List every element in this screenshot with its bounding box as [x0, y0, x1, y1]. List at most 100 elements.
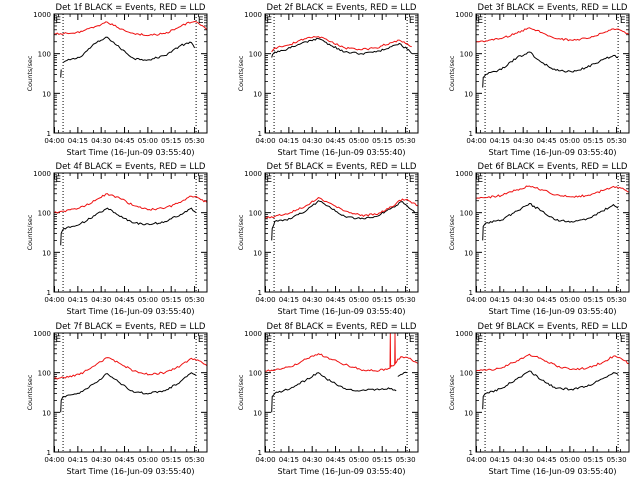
x-tick-label: 04:30: [91, 137, 111, 145]
x-axis-label: Start Time (16-Jun-09 03:55:40): [489, 148, 617, 157]
x-axis-label: Start Time (16-Jun-09 03:55:40): [67, 467, 195, 476]
series-line-red: [264, 197, 419, 219]
x-tick-label: 04:00: [255, 296, 275, 304]
y-tick-label: 1000: [455, 11, 473, 19]
y-axis-label: Counts/sec: [26, 374, 34, 410]
y-tick-label: 10: [253, 90, 262, 98]
flag-label: E: [477, 16, 483, 26]
x-tick-label: 04:15: [279, 456, 299, 464]
series-line-black: [482, 51, 619, 88]
x-tick-label: 04:45: [325, 296, 345, 304]
plot-frame: [475, 172, 630, 293]
series-line-black: [60, 372, 197, 413]
x-tick-label: 04:00: [44, 456, 64, 464]
y-axis-label: Counts/sec: [237, 214, 245, 250]
chart-title: Det 2f BLACK = Events, RED = LLD: [267, 3, 417, 13]
flag-label: E: [620, 16, 626, 26]
series-line-black: [271, 37, 413, 58]
x-tick-label: 05:00: [138, 137, 158, 145]
y-tick-label: 1000: [455, 330, 473, 338]
series-line-red: [264, 332, 419, 372]
y-tick-label: 1: [47, 130, 51, 138]
chart-title: Det 1f BLACK = Events, RED = LLD: [56, 3, 206, 13]
flag-label: E: [55, 16, 61, 26]
y-tick-label: 10: [464, 409, 473, 417]
plot-frame: [53, 172, 208, 293]
chart-panel-8: Det 8f BLACK = Events, RED = LLD Counts/s…: [237, 322, 419, 476]
flag-label: E: [266, 16, 272, 26]
chart-panel-9: Det 9f BLACK = Events, RED = LLD Counts/s…: [448, 322, 630, 476]
plot-frame: [53, 332, 208, 453]
plot-frame: [264, 13, 419, 134]
y-tick-label: 1: [258, 289, 262, 297]
x-tick-label: 04:30: [302, 137, 322, 145]
flag-label: E: [409, 175, 415, 185]
x-tick-label: 04:45: [536, 137, 556, 145]
series-line-red: [271, 35, 412, 53]
x-tick-label: 04:45: [536, 456, 556, 464]
x-axis-label: Start Time (16-Jun-09 03:55:40): [67, 148, 195, 157]
x-tick-label: 04:00: [466, 456, 486, 464]
y-axis-label: Counts/sec: [26, 55, 34, 91]
x-tick-label: 04:45: [114, 456, 134, 464]
plot-frame: [264, 172, 419, 293]
flag-label: E: [55, 175, 61, 185]
x-tick-label: 05:30: [606, 137, 626, 145]
x-tick-label: 04:00: [466, 296, 486, 304]
y-tick-label: 10: [253, 409, 262, 417]
y-tick-label: 100: [249, 370, 262, 378]
x-tick-label: 05:15: [372, 296, 392, 304]
x-tick-label: 04:15: [279, 296, 299, 304]
x-tick-label: 05:15: [161, 137, 181, 145]
x-tick-label: 04:30: [302, 456, 322, 464]
chart-panel-4: Det 4f BLACK = Events, RED = LLD Counts/s…: [26, 162, 208, 316]
y-tick-label: 100: [249, 210, 262, 218]
series-line-black: [60, 36, 196, 78]
flag-label: E: [477, 335, 483, 345]
x-tick-label: 04:00: [255, 137, 275, 145]
flag-label: E: [620, 175, 626, 185]
x-tick-label: 04:15: [490, 456, 510, 464]
plot-frame: [53, 13, 208, 134]
x-axis-label: Start Time (16-Jun-09 03:55:40): [67, 307, 195, 316]
y-axis-label: Counts/sec: [448, 55, 456, 91]
chart-panel-6: Det 6f BLACK = Events, RED = LLD Counts/s…: [448, 162, 630, 316]
x-tick-label: 05:15: [372, 456, 392, 464]
x-tick-label: 04:15: [490, 296, 510, 304]
y-axis-label: Counts/sec: [448, 214, 456, 250]
x-tick-label: 05:15: [583, 296, 603, 304]
series-line-red: [53, 20, 208, 37]
flag-label: E: [198, 335, 204, 345]
chart-title: Det 8f BLACK = Events, RED = LLD: [267, 322, 417, 332]
x-tick-label: 04:15: [68, 137, 88, 145]
x-tick-label: 05:00: [560, 137, 580, 145]
x-tick-label: 04:00: [466, 137, 486, 145]
x-tick-label: 04:45: [325, 456, 345, 464]
x-tick-label: 05:00: [138, 296, 158, 304]
chart-panel-5: Det 5f BLACK = Events, RED = LLD Counts/s…: [237, 162, 419, 316]
series-line-red: [476, 27, 630, 43]
x-tick-label: 05:00: [349, 137, 369, 145]
x-tick-label: 04:30: [302, 296, 322, 304]
x-axis-label: Start Time (16-Jun-09 03:55:40): [489, 467, 617, 476]
y-tick-label: 10: [42, 90, 51, 98]
chart-title: Det 7f BLACK = Events, RED = LLD: [56, 322, 206, 332]
y-tick-label: 10: [464, 249, 473, 257]
y-axis-label: Counts/sec: [26, 214, 34, 250]
chart-panel-3: Det 3f BLACK = Events, RED = LLD Counts/s…: [448, 3, 630, 157]
x-tick-label: 04:45: [536, 296, 556, 304]
x-tick-label: 05:15: [583, 137, 603, 145]
y-tick-label: 10: [253, 249, 262, 257]
x-tick-label: 04:45: [114, 296, 134, 304]
y-tick-label: 100: [38, 370, 51, 378]
y-tick-label: 100: [249, 51, 262, 59]
flag-label: E: [55, 335, 61, 345]
x-tick-label: 04:15: [490, 137, 510, 145]
series-line-red: [53, 193, 208, 214]
y-tick-label: 100: [38, 210, 51, 218]
y-tick-label: 10: [42, 249, 51, 257]
series-line-red: [475, 353, 629, 372]
x-tick-label: 05:30: [184, 296, 204, 304]
series-line-black: [271, 371, 408, 413]
